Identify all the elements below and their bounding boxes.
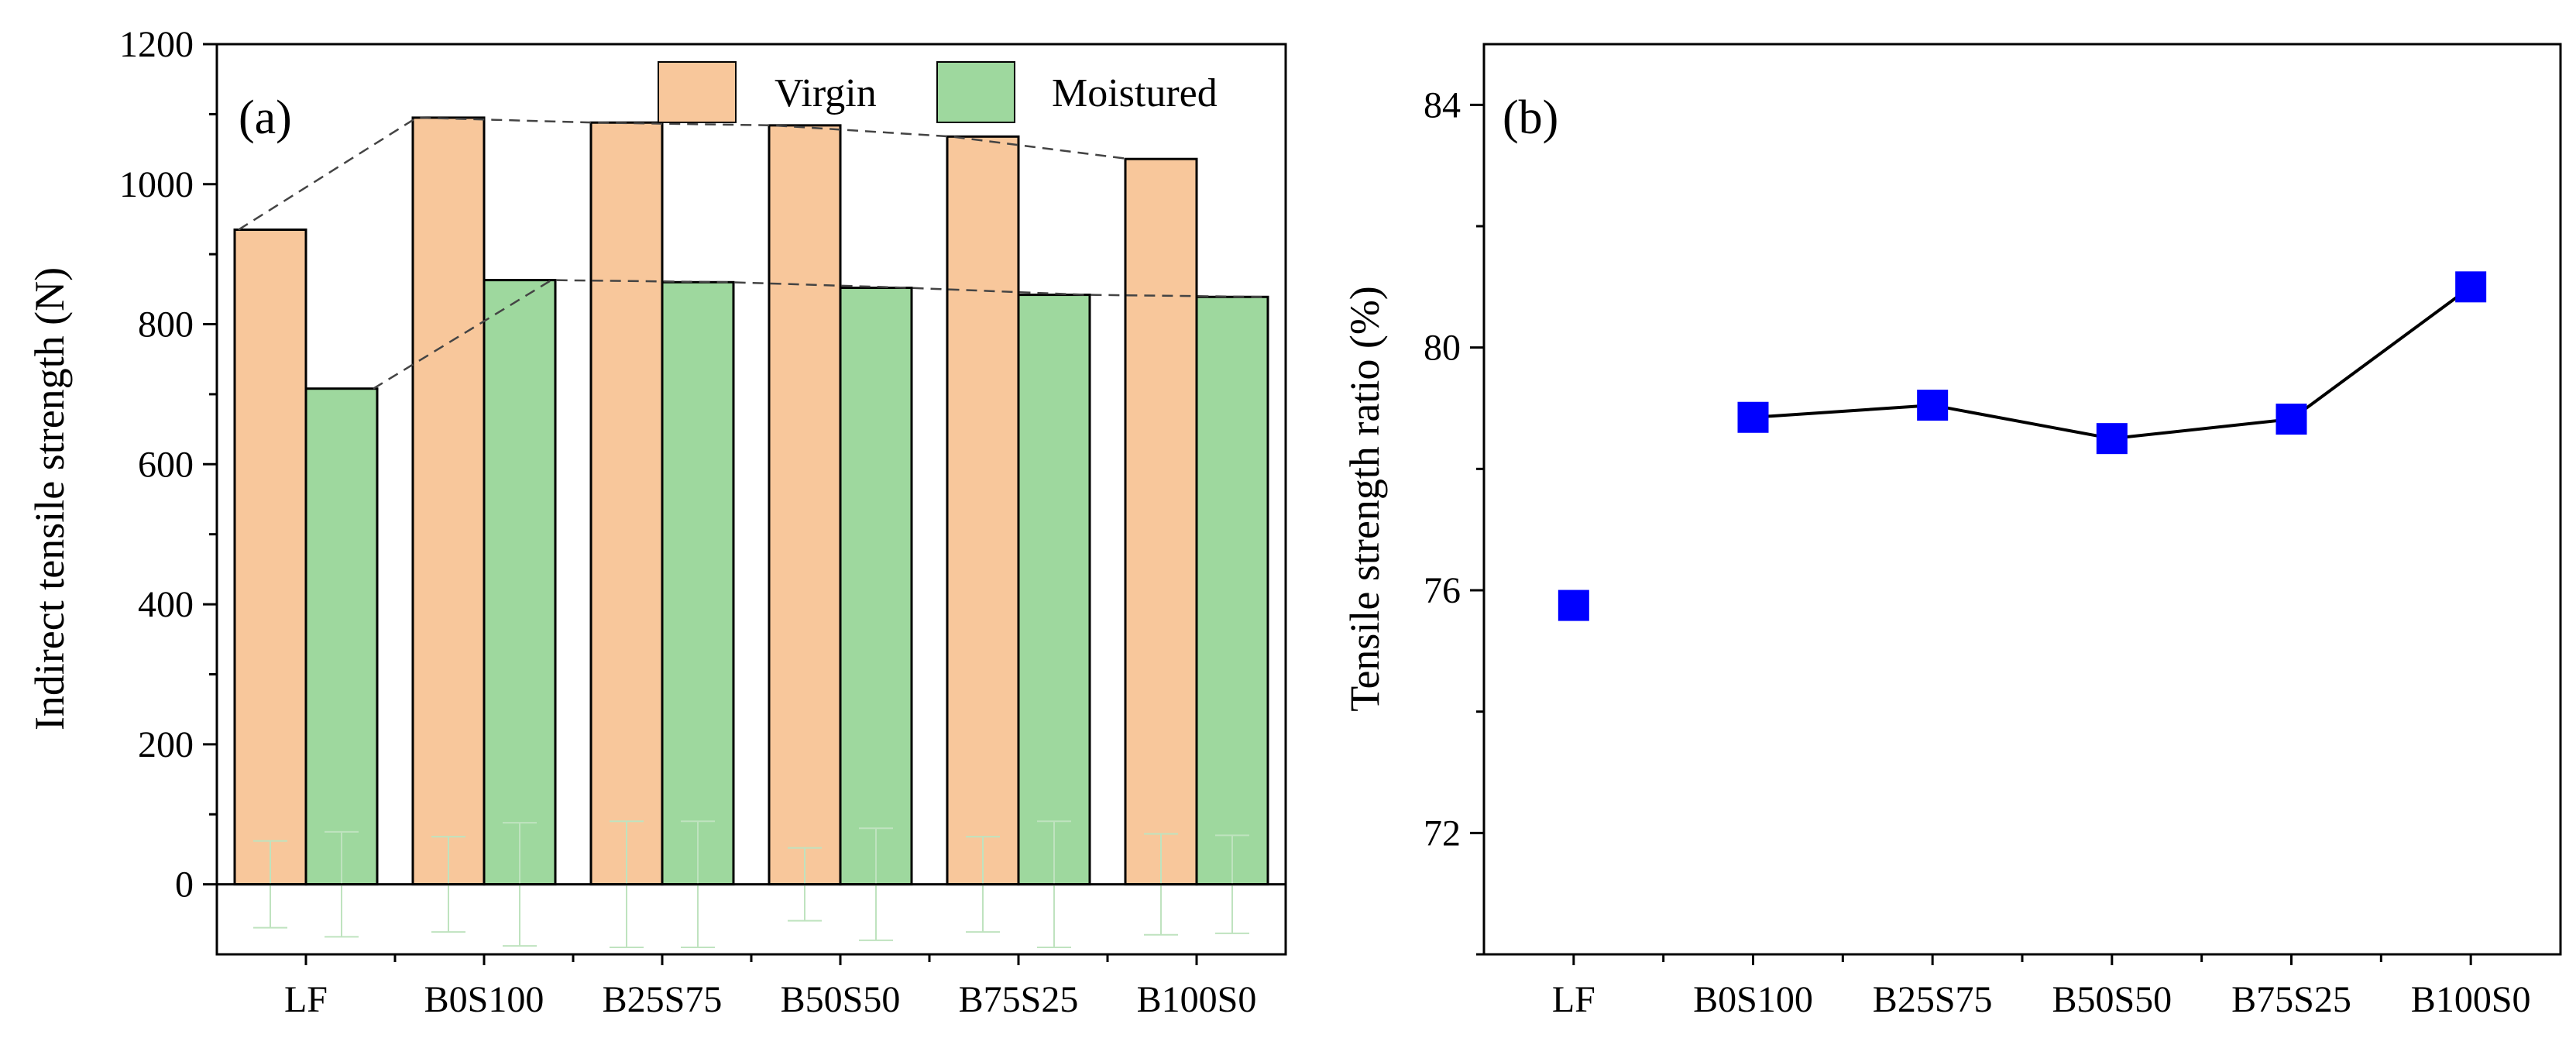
legend-label-virgin: Virgin [775, 71, 877, 115]
panel-a-legend: Virgin Moistured [658, 61, 1218, 123]
panel-a-y-axis-title: Indirect tensile strength (N) [26, 267, 73, 730]
bar-moistured-b25s75 [661, 280, 735, 886]
x-tick-label-b: B75S25 [2231, 979, 2351, 1020]
legend-label-moistured: Moistured [1052, 71, 1218, 115]
x-tick-label-a: B0S100 [424, 979, 544, 1020]
y-tick-label-b: 76 [1424, 570, 1461, 611]
x-tick-label-a: LF [284, 979, 328, 1020]
trend-line-virgin [238, 116, 1130, 231]
x-tick-label-a: B50S50 [781, 979, 901, 1020]
panel-a-y-axis: 0 200 400 600 800 1000 1200 [119, 24, 217, 906]
legend-swatch-moistured [936, 61, 1015, 123]
bar-virgin-b0s100 [411, 116, 486, 886]
y-tick-label-a: 0 [175, 864, 194, 906]
panel-b-y-axis-title: Tensile strength ratio (%) [1341, 286, 1388, 712]
x-tick-label-a: B25S75 [603, 979, 723, 1020]
y-tick-label-a: 400 [138, 584, 194, 625]
x-tick-label-b: B50S50 [2052, 979, 2172, 1020]
ratio-point-lf [1558, 589, 1589, 621]
trend-line-moistured [373, 279, 1265, 390]
panel-a-plot-area [217, 116, 1286, 948]
x-tick-label-b: LF [1552, 979, 1595, 1020]
panel-b-axes-frame [1482, 43, 2562, 956]
y-tick-label-b: 84 [1424, 84, 1461, 125]
y-tick-label-b: 80 [1424, 328, 1461, 369]
x-tick-label-b: B100S0 [2411, 979, 2531, 1020]
bar-virgin-b25s75 [589, 121, 664, 886]
bar-moistured-b50s50 [839, 287, 913, 886]
x-tick-label-a: B100S0 [1137, 979, 1257, 1020]
ratio-point-b50s50 [2096, 423, 2128, 455]
panel-b-plot-area [1558, 271, 2487, 621]
bar-virgin-lf [233, 229, 307, 886]
panel-b-y-axis: 72 76 80 84 [1424, 84, 1484, 956]
y-tick-label-a: 600 [138, 444, 194, 485]
bar-virgin-b75s25 [946, 135, 1020, 886]
bar-moistured-b100s0 [1195, 295, 1269, 886]
y-tick-label-b: 72 [1424, 813, 1461, 854]
bar-moistured-b75s25 [1017, 294, 1091, 886]
bar-virgin-b100s0 [1124, 157, 1198, 886]
y-tick-label-a: 1000 [119, 164, 194, 205]
ratio-connecting-line [1753, 285, 2472, 441]
ratio-point-b75s25 [2275, 404, 2307, 435]
ratio-point-b25s75 [1917, 390, 1949, 421]
x-tick-label-b: B0S100 [1693, 979, 1813, 1020]
bar-moistured-b0s100 [483, 279, 557, 886]
panel-a-x-axis: LF B0S100 B25S75 B50S50 B75S25 B100S0 [284, 954, 1256, 1020]
ratio-point-b100s0 [2455, 271, 2487, 303]
panel-a-bar-chart: 0 200 400 600 800 1000 1200 LF B0S100 B25S75 B50S… [26, 24, 1287, 1020]
panel-b-x-axis: LF B0S100 B25S75 B50S50 B75S25 B100S0 [1552, 954, 2531, 1020]
bar-moistured-lf [304, 387, 379, 886]
legend-swatch-virgin [658, 61, 737, 123]
x-tick-label-b: B25S75 [1873, 979, 1993, 1020]
y-tick-label-a: 1200 [119, 24, 194, 65]
panel-b-ratio-chart: 72 76 80 84 LF B0S100 B25S75 B50S50 B75S25 B100S… [1341, 43, 2562, 1020]
y-tick-label-a: 200 [138, 724, 194, 765]
ratio-point-b0s100 [1737, 401, 1769, 433]
bar-virgin-b50s50 [768, 124, 842, 886]
y-tick-label-a: 800 [138, 304, 194, 345]
panel-a-label: (a) [239, 91, 292, 144]
panel-b-label: (b) [1503, 91, 1558, 144]
x-tick-label-a: B75S25 [959, 979, 1079, 1020]
